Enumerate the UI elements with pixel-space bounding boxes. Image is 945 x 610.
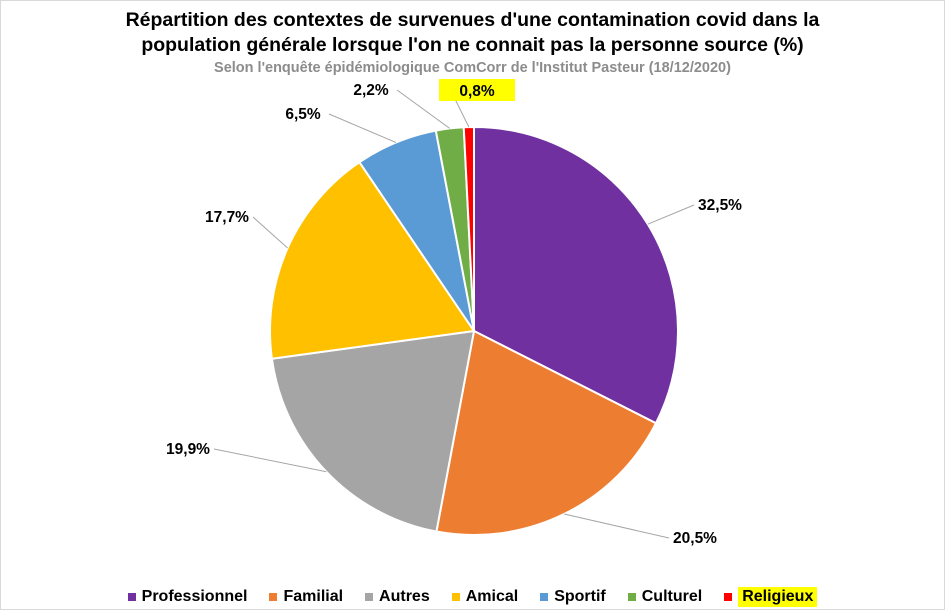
legend-label: Professionnel xyxy=(141,588,248,605)
legend-swatch xyxy=(627,593,636,601)
legend-swatch xyxy=(540,593,549,601)
legend-swatch xyxy=(127,593,136,601)
pie-slice-familial xyxy=(435,329,658,536)
data-label-amical: 17,7% xyxy=(205,209,249,226)
legend-item-amical: Amical xyxy=(451,588,519,606)
data-label-professionnel: 32,5% xyxy=(698,197,742,214)
legend-swatch xyxy=(451,593,460,601)
legend-label: Amical xyxy=(465,588,519,605)
legend-swatch xyxy=(724,593,733,601)
label-highlight xyxy=(439,79,515,101)
legend-label: Autres xyxy=(379,588,430,605)
data-label-sportif: 6,5% xyxy=(285,106,321,123)
legend-label: Culturel xyxy=(641,588,703,605)
data-label-autres: 19,9% xyxy=(166,441,210,458)
chart-title-line-2: population générale lorsque l'on ne conn… xyxy=(141,34,804,56)
pie-slice-professionnel xyxy=(473,125,679,425)
legend-label: Religieux xyxy=(738,587,818,607)
legend-swatch xyxy=(365,593,374,601)
leader-line-amical xyxy=(252,216,288,249)
pie-slice-amical xyxy=(269,160,476,360)
legend-item-familial: Familial xyxy=(269,588,343,606)
leader-line-autres xyxy=(213,448,327,473)
legend-item-culturel: Culturel xyxy=(627,588,703,606)
data-label-religieux: 0,8% xyxy=(459,83,495,100)
data-label-culturel: 2,2% xyxy=(353,82,389,99)
legend-item-religieux: Religieux xyxy=(724,587,818,607)
leader-line-professionnel xyxy=(647,204,695,225)
data-label-familial: 20,5% xyxy=(673,530,717,547)
legend-item-sportif: Sportif xyxy=(540,588,606,606)
legend-swatch xyxy=(269,593,278,601)
legend-label: Familial xyxy=(283,588,344,605)
chart-subtitle: Selon l'enquête épidémiologique ComCorr … xyxy=(214,60,731,76)
leader-line-sportif xyxy=(328,113,397,143)
legend-label: Sportif xyxy=(554,588,606,605)
leader-line-culturel xyxy=(396,89,450,129)
leader-line-familial xyxy=(564,513,670,539)
legend-item-professionnel: Professionnel xyxy=(127,588,248,606)
pie-chart: 32,5% 20,5% 19,9% 17,7% 6,5% 2,2% 0,8% xyxy=(166,79,742,547)
chart-title-line-1: Répartition des contextes de survenues d… xyxy=(125,9,820,31)
legend-item-autres: Autres xyxy=(365,588,430,606)
chart-legend: Professionnel Familial Autres Amical Sportif… xyxy=(0,586,945,608)
